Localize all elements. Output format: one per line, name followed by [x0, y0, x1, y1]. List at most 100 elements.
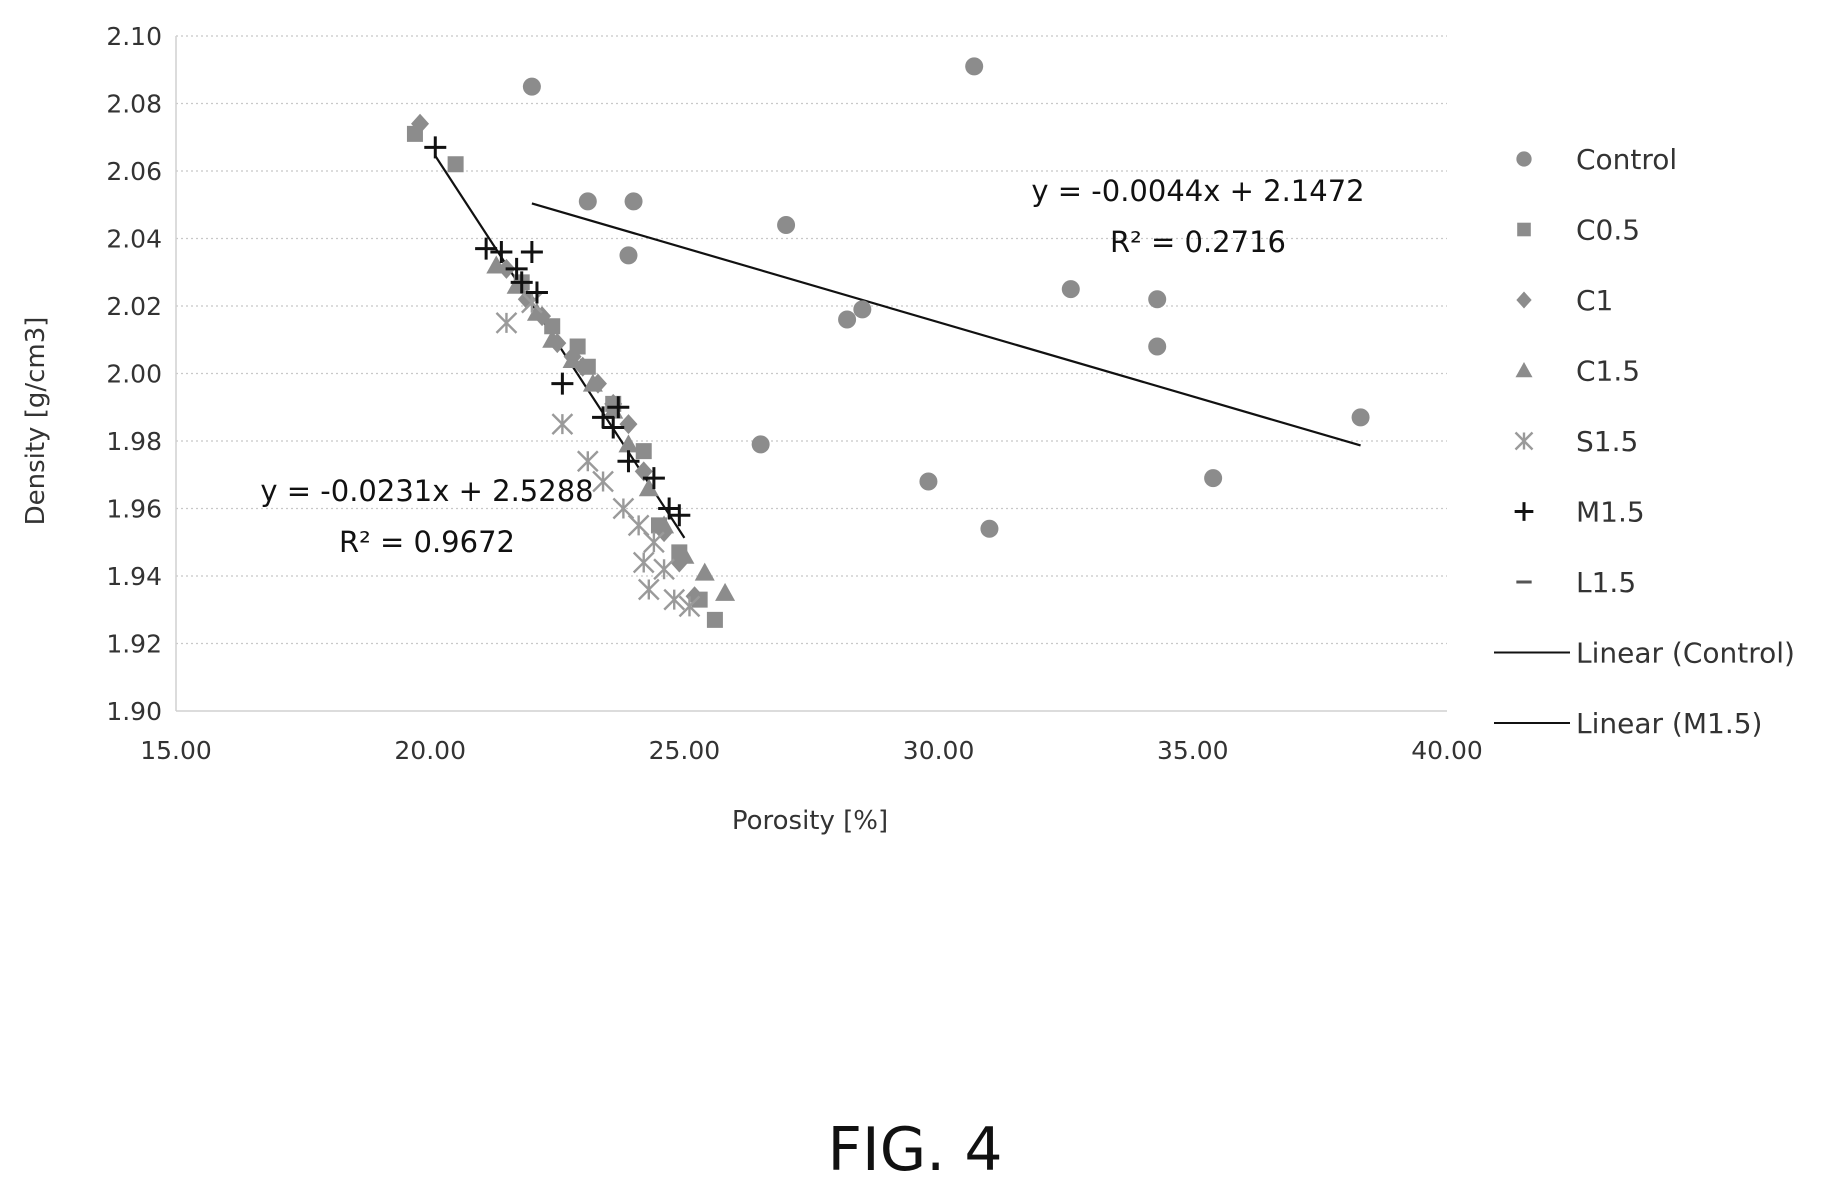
- data-point-m1-5: [642, 467, 665, 490]
- legend-label: C1.5: [1576, 355, 1640, 388]
- legend: Control C0.5 C1 C1.5 S1.5 M1.5 L1.5 Linear (Con…: [1494, 143, 1795, 740]
- legend-item: C0.5: [1517, 214, 1640, 247]
- marker-circle: [1148, 290, 1167, 309]
- legend-item: Control: [1516, 143, 1677, 176]
- data-point-c1: [411, 113, 430, 134]
- data-point-s1-5: [643, 531, 665, 554]
- data-point-m1-5: [551, 372, 574, 395]
- data-point-m1-5: [602, 416, 625, 439]
- marker-circle: [624, 192, 643, 211]
- data-point-s1-5: [551, 413, 574, 435]
- y-tick-label: 2.02: [106, 292, 162, 321]
- marker-square: [1517, 222, 1531, 237]
- y-tick-labels: 1.90 1.92 1.94 1.96 1.98 2.00 2.02 2.04 2.06 2.08…: [106, 22, 162, 726]
- marker-circle: [980, 519, 999, 538]
- m15-r2-label: R² = 0.9672: [339, 525, 515, 559]
- y-axis-title: Density [g/cm3]: [21, 317, 51, 526]
- x-tick-label: 20.00: [394, 736, 466, 765]
- marker-circle: [751, 435, 770, 454]
- marker-circle: [619, 246, 638, 265]
- marker-triangle: [674, 545, 695, 564]
- data-point-control: [619, 246, 638, 265]
- y-tick-label: 1.92: [106, 630, 162, 659]
- legend-marker-square: [1517, 222, 1531, 237]
- legend-label: L1.5: [1576, 566, 1636, 599]
- x-axis-title: Porosity [%]: [732, 806, 888, 836]
- marker-circle: [777, 216, 796, 234]
- marker-circle: [1204, 469, 1223, 488]
- marker-triangle: [715, 582, 736, 601]
- marker-diamond: [619, 414, 638, 435]
- data-point-control: [1351, 408, 1370, 427]
- data-point-c0-5: [706, 611, 723, 628]
- marker-circle: [838, 310, 857, 329]
- data-point-m1-5: [510, 271, 533, 294]
- data-point-m1-5: [525, 281, 548, 304]
- marker-circle: [578, 192, 597, 211]
- data-point-control: [919, 472, 938, 491]
- legend-label: Linear (M1.5): [1576, 707, 1762, 740]
- y-tick-label: 1.96: [106, 495, 162, 524]
- data-point-m1-5: [607, 396, 630, 419]
- data-point-c1-5: [562, 350, 583, 368]
- legend-marker-triangle: [1515, 362, 1533, 378]
- marker-triangle: [1515, 362, 1533, 378]
- x-tick-label: 35.00: [1157, 736, 1229, 765]
- marker-triangle: [526, 302, 547, 321]
- marker-triangle: [542, 329, 563, 348]
- marker-triangle: [582, 373, 603, 392]
- data-point-m1-5: [617, 450, 640, 473]
- data-point-control: [1148, 337, 1167, 356]
- legend-label: M1.5: [1576, 496, 1645, 529]
- data-point-m1-5: [490, 241, 513, 263]
- data-points: [406, 57, 1370, 628]
- y-tick-label: 1.98: [106, 427, 162, 456]
- legend-marker-plus: [1514, 502, 1534, 521]
- data-point-s1-5: [495, 312, 518, 334]
- data-point-c1-5: [582, 373, 603, 392]
- data-point-s1-5: [592, 470, 614, 493]
- marker-square: [706, 611, 723, 628]
- data-point-control: [853, 300, 872, 319]
- data-point-control: [980, 519, 999, 538]
- figure-caption: FIG. 4: [827, 1115, 1003, 1185]
- gridlines: [176, 35, 1447, 645]
- legend-item: Linear (M1.5): [1494, 707, 1762, 740]
- data-point-c0-5: [635, 443, 652, 460]
- data-point-control: [522, 77, 541, 96]
- marker-triangle: [486, 255, 507, 274]
- marker-circle: [522, 77, 541, 96]
- legend-marker-diamond: [1516, 291, 1532, 309]
- legend-item: L1.5: [1516, 566, 1636, 599]
- data-point-m1-5: [520, 241, 543, 263]
- y-tick-label: 1.94: [106, 562, 162, 591]
- marker-square: [635, 443, 652, 460]
- data-point-c1-5: [694, 562, 715, 581]
- data-point-c1: [619, 414, 638, 435]
- marker-diamond: [634, 461, 653, 482]
- data-point-c0-5: [544, 318, 561, 335]
- data-point-c1-5: [542, 329, 563, 348]
- legend-marker-circle: [1516, 151, 1532, 167]
- data-point-s1-5: [663, 588, 686, 611]
- data-point-s1-5: [521, 291, 543, 314]
- marker-diamond: [411, 113, 430, 134]
- x-tick-label: 15.00: [140, 736, 212, 765]
- data-point-m1-5: [592, 406, 615, 429]
- marker-triangle: [654, 515, 675, 534]
- marker-circle: [1351, 408, 1370, 427]
- y-tick-label: 2.00: [106, 360, 162, 389]
- legend-item: S1.5: [1514, 425, 1638, 458]
- m15-equation-label: y = -0.0231x + 2.5288: [260, 474, 593, 508]
- legend-item: Linear (Control): [1494, 637, 1795, 670]
- marker-circle: [853, 300, 872, 319]
- data-point-control: [578, 192, 597, 211]
- data-point-s1-5: [653, 558, 675, 581]
- data-point-c1-5: [674, 545, 695, 564]
- data-point-s1-5: [576, 450, 599, 473]
- data-point-control: [751, 435, 770, 454]
- legend-item: C1: [1516, 284, 1613, 317]
- marker-circle: [1148, 337, 1167, 356]
- legend-label: S1.5: [1576, 425, 1638, 458]
